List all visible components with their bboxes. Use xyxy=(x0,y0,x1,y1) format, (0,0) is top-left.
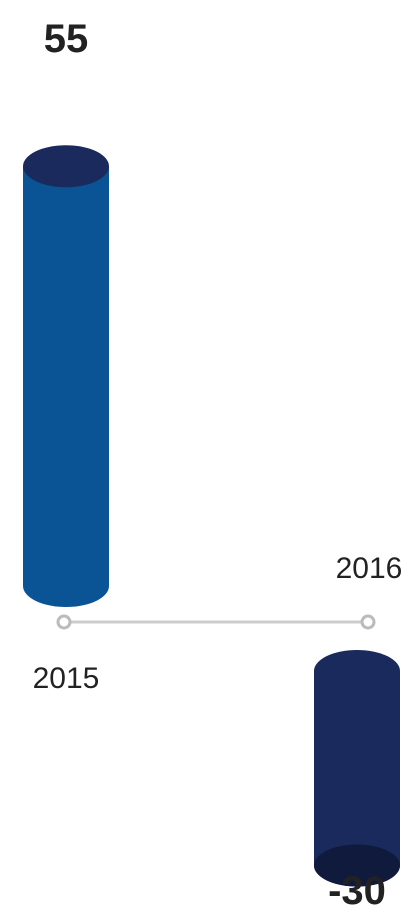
value-label-2016: -30 xyxy=(328,869,386,913)
bar-2016 xyxy=(314,650,400,887)
bars-group xyxy=(23,145,400,887)
bar-2015 xyxy=(23,145,109,607)
timeline-marker-2015 xyxy=(56,614,72,630)
bar-body-2016 xyxy=(314,671,400,887)
labels-group: 55 -30 2015 2016 xyxy=(33,17,403,913)
category-label-2015: 2015 xyxy=(33,662,100,695)
bar-top-2016 xyxy=(314,650,400,692)
category-label-2016: 2016 xyxy=(336,552,403,585)
timeline-marker-2016 xyxy=(360,614,376,630)
bar-top-2015 xyxy=(23,145,109,188)
timeline-markers xyxy=(56,614,376,630)
value-label-2015: 55 xyxy=(44,17,89,61)
bar-end-cap-2016 xyxy=(314,844,400,887)
bar-body-2015 xyxy=(23,166,109,607)
